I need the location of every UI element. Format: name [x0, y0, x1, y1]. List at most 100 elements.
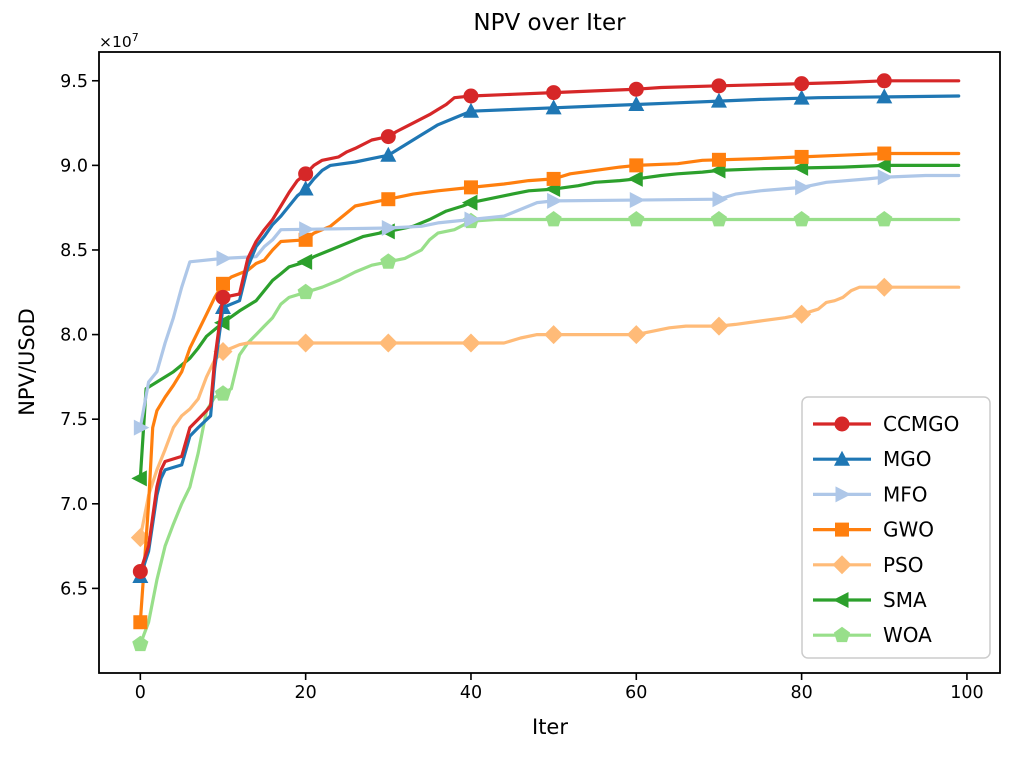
marker-pentagon: [876, 211, 893, 227]
y-tick-label: 7.5: [60, 410, 88, 430]
legend-label: SMA: [883, 588, 927, 612]
legend-label: MGO: [883, 447, 932, 471]
marker-circle: [546, 85, 562, 101]
series-GWO: [133, 146, 961, 630]
marker-triangle-left: [296, 253, 313, 270]
marker-square: [215, 276, 230, 291]
series-markers-GWO: [133, 146, 892, 630]
marker-triangle-right: [133, 419, 150, 436]
legend-entry-MGO: MGO: [813, 447, 932, 471]
x-tick-label: 80: [790, 683, 812, 703]
marker-triangle-right: [464, 211, 480, 228]
marker-circle: [834, 416, 850, 432]
marker-diamond: [832, 555, 852, 575]
x-tick-label: 0: [135, 683, 146, 703]
marker-circle: [215, 289, 231, 305]
marker-pentagon: [214, 385, 232, 401]
y-axis-ticks: 6.5 7.0 7.5 8.0 8.5 9.0 9.5: [60, 72, 99, 599]
series-markers-WOA: [132, 211, 893, 652]
series-line-MGO: [138, 94, 961, 579]
y-tick-label: 8.5: [60, 241, 88, 261]
series-line-CCMGO: [138, 79, 961, 574]
marker-circle: [794, 76, 810, 92]
legend-entry-GWO: GWO: [813, 518, 934, 542]
marker-circle: [876, 73, 892, 89]
marker-triangle-left: [833, 592, 849, 608]
marker-triangle-left: [131, 470, 147, 487]
marker-triangle-right: [795, 179, 811, 196]
marker-triangle-up: [876, 88, 893, 104]
marker-triangle-left: [875, 157, 891, 174]
offset-exponent: 7: [131, 31, 139, 44]
y-tick-label: 7.0: [60, 495, 88, 515]
x-tick-label: 100: [950, 683, 983, 703]
marker-triangle-right: [299, 221, 315, 238]
marker-circle: [132, 563, 148, 579]
marker-pentagon: [628, 211, 645, 227]
marker-triangle-left: [461, 194, 478, 211]
marker-pentagon: [297, 283, 314, 300]
legend-entry-WOA: WOA: [813, 623, 932, 647]
marker-triangle-up: [710, 92, 727, 108]
legend-label: CCMGO: [883, 412, 959, 436]
marker-square: [546, 171, 561, 186]
marker-triangle-up: [628, 95, 645, 111]
legend-entry-MFO: MFO: [813, 482, 928, 506]
marker-pentagon: [380, 253, 397, 269]
x-tick-label: 40: [460, 683, 482, 703]
marker-circle: [463, 88, 479, 104]
series-markers-MFO: [133, 169, 894, 436]
series-markers-PSO: [130, 277, 894, 548]
marker-pentagon: [710, 211, 728, 227]
marker-triangle-right: [381, 219, 398, 236]
marker-circle: [380, 129, 396, 145]
x-tick-label: 20: [295, 683, 317, 703]
marker-triangle-right: [216, 250, 232, 267]
marker-diamond: [874, 277, 894, 297]
legend-label: WOA: [883, 623, 932, 647]
marker-triangle-up: [462, 102, 479, 118]
marker-triangle-right: [712, 191, 728, 208]
marker-triangle-up: [793, 89, 810, 105]
x-axis-ticks: 0 20 40 60 80 100: [135, 673, 984, 703]
marker-square: [298, 232, 313, 247]
series-markers-SMA: [131, 157, 891, 487]
legend-entry-PSO: PSO: [813, 553, 924, 577]
offset-base: ×10: [99, 33, 132, 52]
marker-diamond: [626, 325, 646, 345]
series-CCMGO: [132, 73, 961, 579]
legend-entry-SMA: SMA: [813, 588, 927, 612]
legend-label: MFO: [883, 482, 928, 506]
series-WOA: [132, 211, 961, 652]
marker-square: [381, 192, 396, 207]
series-PSO: [130, 277, 961, 548]
marker-diamond: [461, 333, 481, 353]
y-tick-label: 9.0: [60, 156, 88, 176]
marker-triangle-up: [834, 450, 850, 466]
marker-triangle-left: [627, 170, 643, 187]
marker-diamond: [792, 304, 812, 324]
legend-entry-CCMGO: CCMGO: [813, 412, 959, 436]
marker-square: [794, 149, 809, 164]
legend-box: [801, 396, 991, 659]
series-line-MFO: [138, 173, 961, 430]
series-line-PSO: [138, 285, 961, 540]
marker-diamond: [709, 316, 729, 336]
marker-square: [835, 522, 849, 537]
chart-title: NPV over Iter: [473, 10, 626, 36]
marker-circle: [298, 166, 314, 182]
x-tick-label: 60: [625, 683, 647, 703]
marker-pentagon: [833, 626, 851, 643]
axes-spines: [98, 51, 1001, 674]
series-markers-MGO: [132, 88, 893, 584]
marker-triangle-right: [629, 192, 646, 209]
marker-pentagon: [132, 635, 149, 652]
marker-diamond: [296, 333, 316, 353]
marker-diamond: [378, 333, 398, 353]
legend-label: GWO: [883, 518, 934, 542]
legend-label: PSO: [883, 553, 924, 577]
y-tick-label: 8.0: [60, 326, 88, 346]
marker-square: [711, 152, 726, 167]
